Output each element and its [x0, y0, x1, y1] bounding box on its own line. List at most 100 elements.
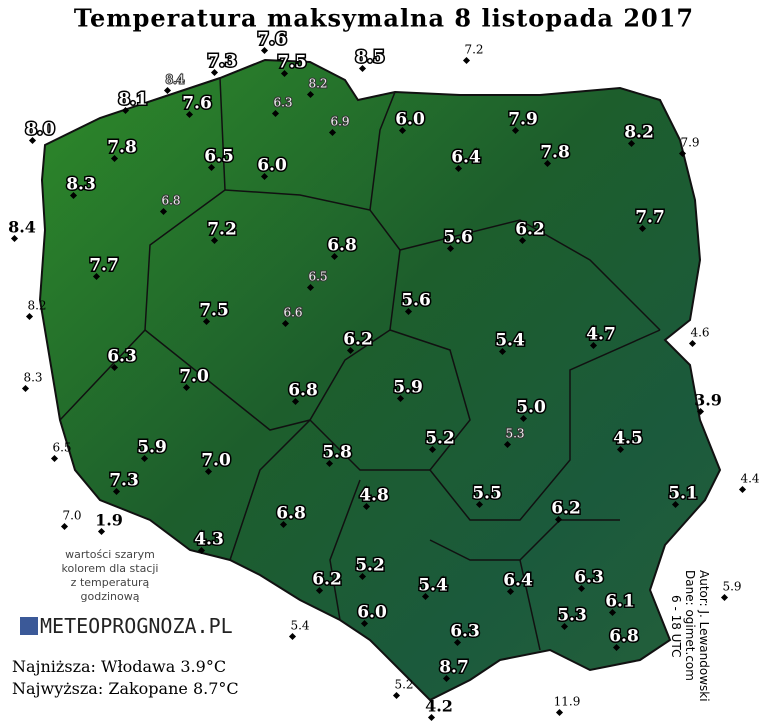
station-value: 6.2 — [551, 499, 581, 519]
station-value: 8.3 — [66, 175, 96, 195]
station-marker — [519, 414, 528, 423]
station-marker — [627, 139, 636, 148]
station-value: 5.5 — [472, 484, 502, 504]
station-marker — [638, 224, 647, 233]
station-value: 6.4 — [451, 148, 481, 168]
station-value: 5.6 — [401, 291, 431, 311]
station-value: 6.1 — [605, 592, 635, 612]
note-line: godzinową — [81, 590, 140, 603]
station-marker — [543, 159, 552, 168]
station-marker — [688, 339, 697, 348]
station-marker — [446, 244, 455, 253]
station-value: 6.2 — [312, 570, 342, 590]
station-marker — [577, 584, 586, 593]
note-line: kolorem dla stacji — [62, 562, 159, 575]
station-marker — [453, 638, 462, 647]
station-marker — [738, 485, 747, 494]
station-value: 5.9 — [722, 580, 741, 594]
station-value: 6.5 — [52, 441, 71, 455]
station-marker — [442, 674, 451, 683]
station-marker — [271, 109, 280, 118]
station-value: 7.6 — [257, 30, 287, 50]
station-value: 6.2 — [515, 220, 545, 240]
station-marker — [110, 363, 119, 372]
station-marker — [97, 527, 106, 536]
station-marker — [28, 136, 37, 145]
station-value: 5.2 — [394, 678, 413, 692]
station-value: 7.3 — [207, 52, 237, 72]
station-value: 7.0 — [62, 509, 81, 523]
station-value: 6.0 — [357, 603, 387, 623]
station-marker — [671, 500, 680, 509]
station-marker — [21, 384, 30, 393]
station-value: 6.3 — [107, 347, 137, 367]
station-marker — [498, 347, 507, 356]
station-marker — [328, 128, 337, 137]
station-marker — [560, 622, 569, 631]
station-marker — [10, 234, 19, 243]
station-value: 5.4 — [290, 619, 309, 633]
station-value: 8.7 — [439, 658, 469, 678]
station-value: 6.5 — [308, 270, 327, 284]
station-value: 5.4 — [495, 331, 525, 351]
station-marker — [503, 440, 512, 449]
station-marker — [140, 454, 149, 463]
station-marker — [204, 467, 213, 476]
station-marker — [518, 236, 527, 245]
logo: METEOPROGNOZA.PL — [40, 614, 233, 638]
note-line: z temperaturą — [71, 576, 150, 589]
station-value: 5.0 — [516, 398, 546, 418]
station-value: 6.4 — [503, 571, 533, 591]
station-value: 8.3 — [23, 371, 42, 385]
station-marker — [260, 172, 269, 181]
station-value: 4.8 — [359, 486, 389, 506]
fb-icon — [20, 617, 38, 635]
station-marker — [185, 110, 194, 119]
station-marker — [325, 459, 334, 468]
station-marker — [288, 632, 297, 641]
station-value: 7.2 — [207, 220, 237, 240]
station-marker — [69, 191, 78, 200]
station-marker — [392, 691, 401, 700]
station-value: 11.9 — [554, 695, 581, 709]
station-marker — [720, 593, 729, 602]
station-marker — [678, 149, 687, 158]
station-marker — [60, 522, 69, 531]
station-marker — [396, 394, 405, 403]
station-marker — [358, 64, 367, 73]
note: wartości szarym kolorem dla stacji z tem… — [62, 548, 159, 603]
station-value: 6.9 — [330, 115, 349, 129]
credit: Autor: J. Lewandowski — [697, 570, 711, 702]
station-marker — [159, 207, 168, 216]
station-value: 4.7 — [586, 325, 616, 345]
station-value: 7.3 — [109, 471, 139, 491]
station-value: 6.3 — [574, 568, 604, 588]
station-value: 7.0 — [201, 451, 231, 471]
station-marker — [589, 341, 598, 350]
station-value: 7.6 — [182, 94, 212, 114]
station-value: 5.3 — [557, 606, 587, 626]
station-marker — [291, 397, 300, 406]
station-marker — [608, 608, 617, 617]
station-marker — [462, 56, 471, 65]
station-value: 5.6 — [443, 228, 473, 248]
station-marker — [281, 319, 290, 328]
station-value: 8.5 — [355, 48, 385, 68]
station-value: 4.4 — [740, 472, 759, 486]
station-marker — [358, 572, 367, 581]
station-value: 8.0 — [25, 120, 55, 140]
station-marker — [260, 46, 269, 55]
station-value: 6.3 — [273, 96, 292, 110]
station-value: 8.4 — [165, 73, 184, 87]
station-value: 6.2 — [343, 330, 373, 350]
station-marker — [210, 236, 219, 245]
station-marker — [197, 546, 206, 555]
note-line: wartości szarym — [65, 548, 155, 561]
station-marker — [306, 90, 315, 99]
station-value: 7.5 — [277, 53, 307, 73]
station-value: 7.7 — [89, 256, 119, 276]
station-value: 7.9 — [680, 136, 699, 150]
station-value: 4.3 — [194, 530, 224, 550]
credit: 6 - 18 UTC — [669, 595, 683, 657]
station-value: 7.2 — [464, 43, 483, 57]
